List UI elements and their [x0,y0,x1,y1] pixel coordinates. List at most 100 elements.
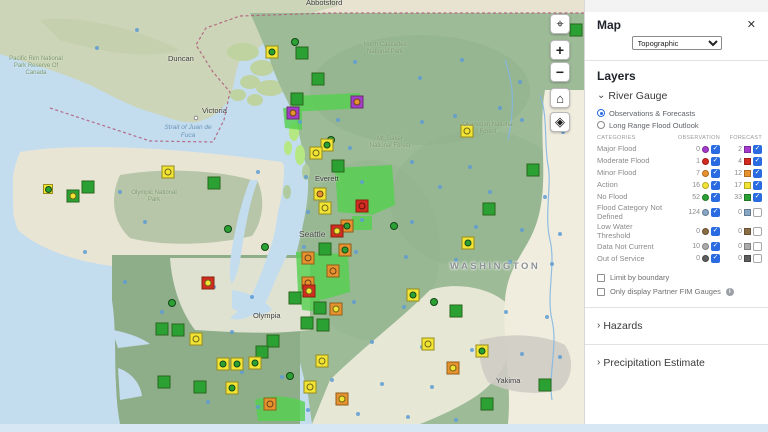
river-gauge-marker[interactable] [155,322,169,336]
river-gauge-marker[interactable] [330,224,344,238]
gauge-dot-undefined[interactable] [418,76,422,80]
visibility-checkbox[interactable]: ✓ [711,144,720,154]
visibility-checkbox[interactable] [753,226,762,236]
geolocate-button[interactable]: ⌖ [550,14,570,34]
visibility-checkbox[interactable]: ✓ [711,254,720,263]
visibility-checkbox[interactable]: ✓ [711,156,720,166]
gauge-dot-undefined[interactable] [135,28,139,32]
river-gauge-marker[interactable] [311,72,325,86]
gauge-dot-undefined[interactable] [454,418,458,422]
river-gauge-marker[interactable] [171,323,185,337]
river-gauge-marker[interactable] [460,124,474,138]
radio-icon[interactable] [597,109,605,117]
basemap-layers-button[interactable]: ◈ [550,112,570,132]
gauge-dot-undefined[interactable] [360,218,364,222]
river-gauge-marker[interactable] [261,243,269,251]
gauge-dot-undefined[interactable] [518,80,522,84]
gauge-dot-undefined[interactable] [304,175,308,179]
gauge-dot-undefined[interactable] [143,220,147,224]
river-gauge-marker[interactable] [189,332,203,346]
section-hazards[interactable]: › Hazards [585,312,768,340]
river-gauge-marker[interactable] [569,23,583,37]
zoom-in-button[interactable]: + [550,40,570,60]
home-button[interactable]: ⌂ [550,88,570,108]
river-gauge-marker[interactable] [43,184,53,194]
gauge-dot-undefined[interactable] [160,310,164,314]
gauge-dot-undefined[interactable] [348,146,352,150]
visibility-checkbox[interactable]: ✓ [711,168,720,178]
river-gauge-marker[interactable] [318,242,332,256]
radio-option-1[interactable]: Long Range Flood Outlook [585,119,768,131]
gauge-dot-undefined[interactable] [543,195,547,199]
gauge-dot-undefined[interactable] [250,295,254,299]
gauge-dot-undefined[interactable] [356,412,360,416]
gauge-dot-undefined[interactable] [298,120,302,124]
gauge-dot-undefined[interactable] [550,262,554,266]
visibility-checkbox[interactable] [753,207,762,217]
radio-option-0[interactable]: Observations & Forecasts [585,107,768,119]
info-icon[interactable]: i [725,287,734,296]
river-gauge-marker[interactable] [329,302,343,316]
visibility-checkbox[interactable]: ✓ [753,180,762,190]
gauge-dot-undefined[interactable] [380,382,384,386]
river-gauge-marker[interactable] [302,284,316,298]
river-gauge-marker[interactable] [355,199,369,213]
gauge-dot-undefined[interactable] [95,46,99,50]
visibility-checkbox[interactable]: ✓ [753,168,762,178]
river-gauge-marker[interactable] [482,202,496,216]
zoom-out-button[interactable]: − [550,62,570,82]
river-gauge-marker[interactable] [66,189,80,203]
river-gauge-marker[interactable] [390,222,398,230]
gauge-dot-undefined[interactable] [353,60,357,64]
gauge-dot-undefined[interactable] [558,232,562,236]
river-gauge-marker[interactable] [318,201,332,215]
gauge-dot-undefined[interactable] [370,340,374,344]
gauge-dot-undefined[interactable] [406,415,410,419]
river-gauge-marker[interactable] [335,392,349,406]
visibility-checkbox[interactable]: ✓ [753,192,762,202]
river-gauge-marker[interactable] [449,304,463,318]
river-gauge-marker[interactable] [225,381,239,395]
radio-icon[interactable] [597,121,605,129]
gauge-dot-undefined[interactable] [206,400,210,404]
river-gauge-marker[interactable] [248,356,262,370]
gauge-dot-undefined[interactable] [545,315,549,319]
gauge-dot-undefined[interactable] [438,185,442,189]
river-gauge-marker[interactable] [168,299,176,307]
gauge-dot-undefined[interactable] [123,280,127,284]
river-gauge-marker[interactable] [224,225,232,233]
river-gauge-marker[interactable] [286,106,300,120]
gauge-dot-undefined[interactable] [240,370,244,374]
gauge-dot-undefined[interactable] [558,355,562,359]
river-gauge-marker[interactable] [201,276,215,290]
gauge-dot-undefined[interactable] [468,165,472,169]
gauge-dot-undefined[interactable] [410,220,414,224]
visibility-checkbox[interactable]: ✓ [711,180,720,190]
river-gauge-marker[interactable] [331,159,345,173]
option-limit-by-boundary[interactable]: Limit by boundary [585,271,768,285]
gauge-dot-undefined[interactable] [420,120,424,124]
gauge-dot-undefined[interactable] [330,378,334,382]
river-gauge-marker[interactable] [313,187,327,201]
river-gauge-marker[interactable] [216,357,230,371]
river-gauge-marker[interactable] [461,236,475,250]
river-gauge-marker[interactable] [265,45,279,59]
river-gauge-marker[interactable] [480,397,494,411]
visibility-checkbox[interactable]: ✓ [753,144,762,154]
gauge-dot-undefined[interactable] [360,180,364,184]
river-gauge-marker[interactable] [263,397,277,411]
gauge-dot-undefined[interactable] [306,408,310,412]
option-only-display-partner-fim-gauges[interactable]: Only display Partner FIM Gauges i [585,285,768,299]
map-canvas[interactable]: Abbotsford Pacific Rim National Park Rese… [0,0,584,424]
river-gauge-marker[interactable] [316,318,330,332]
gauge-dot-undefined[interactable] [430,385,434,389]
river-gauge-marker[interactable] [326,264,340,278]
river-gauge-marker[interactable] [230,357,244,371]
river-gauge-marker[interactable] [286,372,294,380]
gauge-dot-undefined[interactable] [230,330,234,334]
gauge-dot-undefined[interactable] [410,160,414,164]
close-icon[interactable]: ✕ [746,18,756,31]
river-gauge-marker[interactable] [81,180,95,194]
river-gauge-marker[interactable] [255,345,269,359]
river-gauge-marker[interactable] [430,298,438,306]
